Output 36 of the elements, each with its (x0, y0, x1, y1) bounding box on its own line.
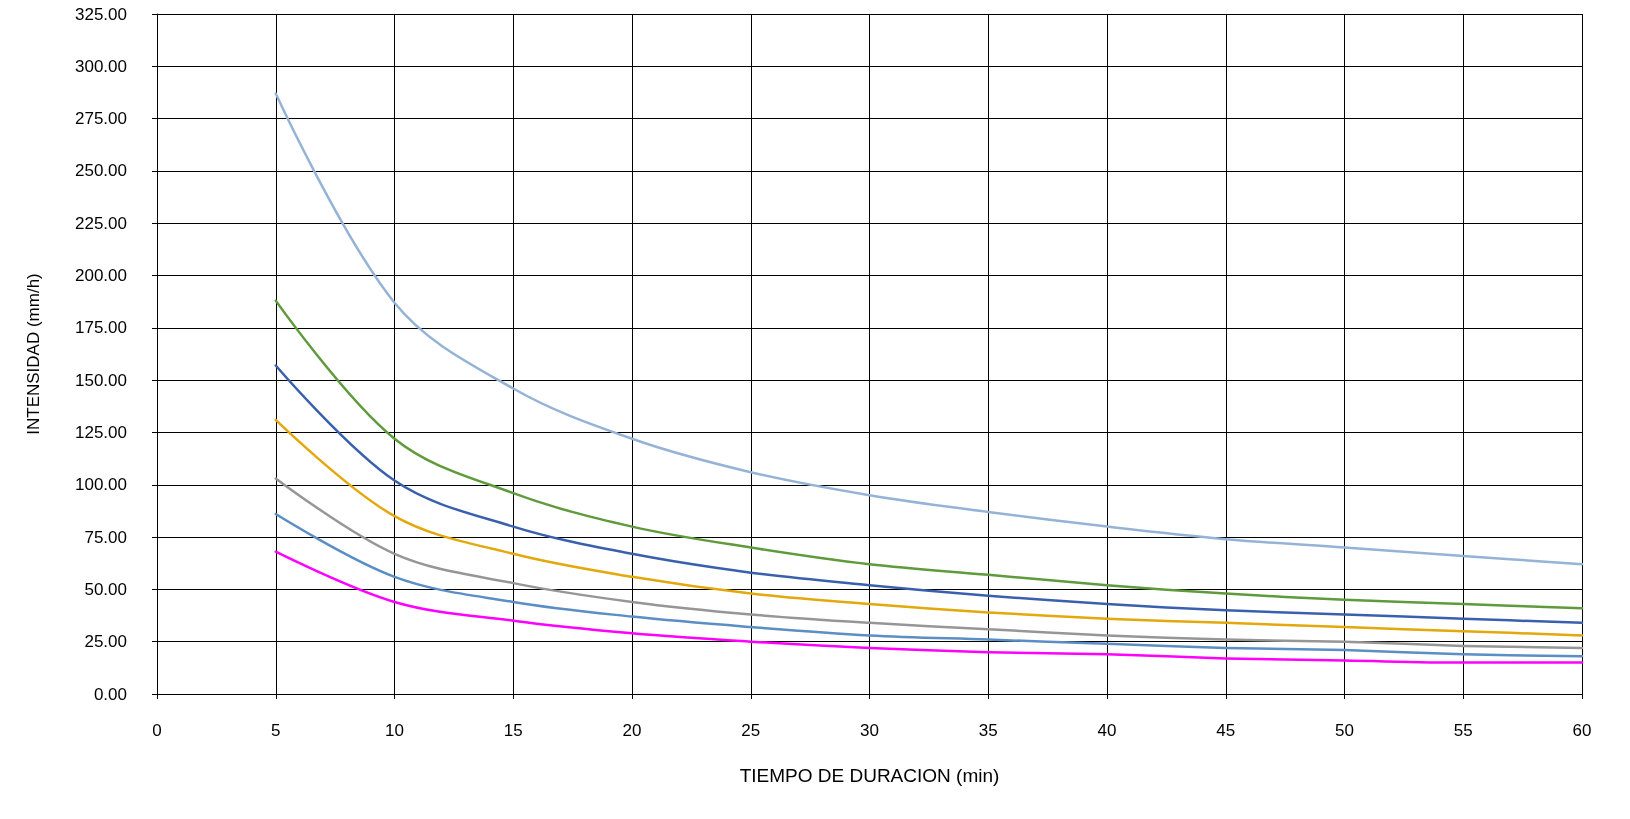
y-tick-label: 250.00 (75, 161, 127, 181)
x-tick-label: 45 (1216, 721, 1236, 740)
line-series (274, 418, 1584, 637)
line-series (274, 550, 1584, 664)
line-series (274, 512, 1584, 658)
y-tick-label: 275.00 (75, 109, 127, 129)
y-tick-label: 200.00 (75, 266, 127, 286)
line-series (274, 92, 1584, 566)
x-tick-label: 0 (152, 721, 162, 740)
y-tick-label: 25.00 (84, 632, 127, 652)
y-tick-label: 225.00 (75, 213, 127, 233)
y-tick-label: 125.00 (75, 422, 127, 442)
y-tick-label: 300.00 (75, 56, 127, 76)
y-tick-label: 325.00 (75, 4, 127, 24)
y-tick-label: 75.00 (84, 527, 127, 547)
y-tick-label: 150.00 (75, 370, 127, 390)
line-series (274, 299, 1584, 610)
x-tick-label: 55 (1453, 721, 1473, 740)
y-tick-label: 100.00 (75, 475, 127, 495)
x-tick-label: 35 (978, 721, 998, 740)
x-tick-label: 50 (1335, 721, 1354, 740)
y-tick-label: 50.00 (84, 579, 127, 599)
x-tick-label: 30 (860, 721, 879, 740)
x-tick-label: 60 (1572, 721, 1592, 740)
line-series (274, 477, 1584, 650)
x-axis-title: TIEMPO DE DURACION (min) (739, 765, 1000, 786)
x-tick-label: 15 (503, 721, 523, 740)
x-tick-label: 5 (271, 721, 281, 740)
x-tick-label: 25 (741, 721, 761, 740)
line-series (274, 364, 1584, 625)
y-tick-label: 175.00 (75, 318, 127, 338)
x-tick-label: 40 (1097, 721, 1117, 740)
x-tick-label: 10 (385, 721, 404, 740)
y-tick-label: 0.00 (93, 684, 127, 704)
y-axis-title: INTENSIDAD (mm/h) (24, 273, 43, 435)
x-tick-label: 20 (622, 721, 642, 740)
